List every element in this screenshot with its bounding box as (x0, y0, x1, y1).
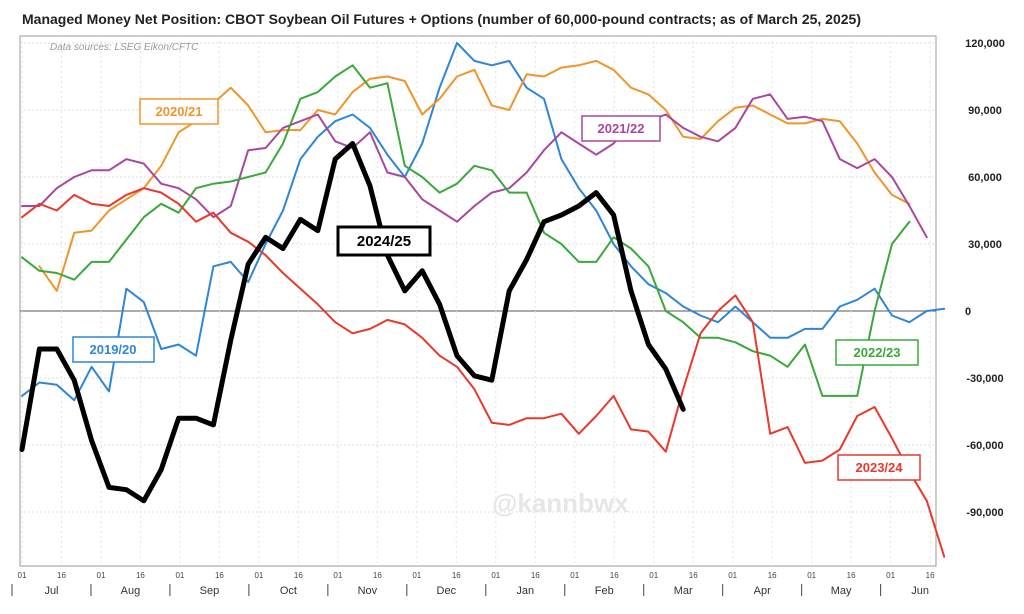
x-day-tick: 01 (18, 571, 27, 580)
x-day-tick: 16 (452, 571, 461, 580)
x-day-tick: 01 (97, 571, 106, 580)
x-day-tick: 01 (570, 571, 579, 580)
y-tick-label: 30,000 (968, 239, 1002, 251)
label-2020-21: 2020/21 (139, 98, 219, 125)
y-tick-label: 90,000 (968, 105, 1002, 117)
label-2019-20: 2019/20 (72, 336, 155, 363)
watermark: @kannbwx (492, 488, 629, 518)
x-month-label: Jan (516, 585, 534, 597)
x-day-tick: 16 (847, 571, 856, 580)
chart-title: Managed Money Net Position: CBOT Soybean… (22, 11, 861, 27)
label-2024-25: 2024/25 (336, 225, 432, 257)
x-day-tick: 01 (412, 571, 421, 580)
x-day-tick: 16 (926, 571, 935, 580)
x-day-tick: 01 (333, 571, 342, 580)
series-line-2019-20 (21, 42, 946, 402)
series-line-2023-24 (21, 187, 946, 558)
series-lines (19, 42, 946, 558)
label-2022-23: 2022/23 (835, 339, 919, 366)
x-day-tick: 01 (175, 571, 184, 580)
svg-text:2021/22: 2021/22 (598, 121, 645, 136)
x-day-tick: 16 (610, 571, 619, 580)
x-day-tick: 16 (373, 571, 382, 580)
x-day-tick: 01 (254, 571, 263, 580)
x-month-label: Jul (44, 585, 58, 597)
svg-text:2019/20: 2019/20 (90, 342, 137, 357)
y-tick-label: -90,000 (966, 507, 1003, 519)
x-month-label: Feb (595, 585, 614, 597)
x-month-label: Mar (674, 585, 693, 597)
x-month-label: Jun (911, 585, 929, 597)
x-day-tick: 01 (649, 571, 658, 580)
x-day-tick: 01 (807, 571, 816, 580)
x-axis: 01 16 Jul 01 16 Aug 01 16 Sep 01 16 Oct 01 16 Nov 01 16 D… (11, 571, 935, 597)
x-month-label: Aug (121, 585, 141, 597)
x-day-tick: 16 (531, 571, 540, 580)
x-month-label: Nov (358, 585, 378, 597)
x-month-label: Sep (200, 585, 220, 597)
data-source: Data sources: LSEG Eikon/CFTC (50, 42, 199, 53)
svg-text:2023/24: 2023/24 (856, 460, 904, 475)
x-day-tick: 16 (136, 571, 145, 580)
y-tick-label: -60,000 (966, 440, 1003, 452)
y-tick-label: 0 (965, 306, 971, 318)
x-day-tick: 16 (768, 571, 777, 580)
label-2021-22: 2021/22 (581, 115, 661, 142)
y-axis: 120,000 90,000 60,000 30,000 0 -30,000 -60,000… (965, 38, 1005, 519)
y-tick-label: 120,000 (965, 38, 1005, 50)
x-month-label: Dec (437, 585, 457, 597)
x-day-tick: 16 (689, 571, 698, 580)
x-month-label: May (831, 585, 852, 597)
series-line-2022-23 (21, 64, 911, 397)
svg-text:2024/25: 2024/25 (357, 233, 411, 250)
y-tick-label: -30,000 (966, 373, 1003, 385)
series-line-2020-21 (38, 59, 911, 292)
x-day-tick: 16 (57, 571, 66, 580)
series-line-2021-22 (21, 93, 928, 239)
x-day-tick: 01 (728, 571, 737, 580)
x-month-label: Oct (280, 585, 297, 597)
svg-text:2020/21: 2020/21 (156, 104, 203, 119)
series-line-2024-25 (19, 141, 686, 504)
x-day-tick: 16 (215, 571, 224, 580)
x-month-label: Apr (754, 585, 771, 597)
y-tick-label: 60,000 (968, 172, 1002, 184)
x-day-tick: 16 (294, 571, 303, 580)
x-day-tick: 01 (491, 571, 500, 580)
label-2023-24: 2023/24 (837, 454, 921, 481)
x-day-tick: 01 (886, 571, 895, 580)
svg-text:2022/23: 2022/23 (854, 345, 901, 360)
